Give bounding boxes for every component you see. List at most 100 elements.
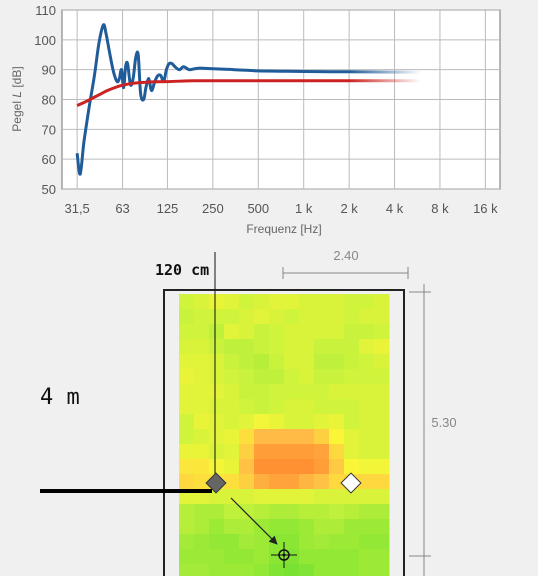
heatmap-cell [269,384,285,400]
heatmap-cell [239,519,255,535]
heatmap-cell [329,459,345,475]
heatmap-cell [269,399,285,415]
heatmap-cell [179,414,195,430]
heatmap-cell [269,504,285,520]
heatmap-cell [284,399,300,415]
chart-grid [62,9,500,190]
heatmap-cell [254,474,270,490]
heatmap-cell [374,369,390,385]
heatmap-cell [284,339,300,355]
heatmap-cell [359,534,375,550]
heatmap-cell [329,564,345,576]
sound-level-heatmap [179,294,390,576]
height-dimension [409,284,431,576]
heatmap-cell [299,384,315,400]
heatmap-cell [299,309,315,325]
speaker-right-icon[interactable] [340,472,362,494]
heatmap-cell [299,294,315,310]
heatmap-cell [314,459,330,475]
heatmap-cell [269,474,285,490]
heatmap-cell [209,459,225,475]
heatmap-cell [329,489,345,505]
heatmap-cell [209,369,225,385]
heatmap-cell [239,564,255,576]
heatmap-cell [359,384,375,400]
heatmap-cell [179,339,195,355]
heatmap-cell [284,564,300,576]
heatmap-cell [254,459,270,475]
x-tick-label: 2 k [340,201,358,216]
heatmap-cell [374,504,390,520]
heatmap-cell [224,399,240,415]
heatmap-cell [374,429,390,445]
series-line-0 [75,23,422,176]
heatmap-cell [224,489,240,505]
heatmap-cell [224,294,240,310]
heatmap-cell [209,504,225,520]
heatmap-cell [374,489,390,505]
heatmap-cell [329,444,345,460]
heatmap-cell [269,324,285,340]
heatmap-cell [194,294,210,310]
heatmap-cell [299,369,315,385]
heatmap-cell [359,504,375,520]
series-line-1 [76,79,422,107]
heatmap-cell [269,369,285,385]
heatmap-cell [179,294,195,310]
listener-position-icon[interactable] [271,542,297,568]
heatmap-cell [344,384,360,400]
heatmap-cell [329,534,345,550]
heatmap-cell [314,324,330,340]
heatmap-cell [329,354,345,370]
heatmap-cell [254,354,270,370]
heatmap-cell [359,489,375,505]
heatmap-cell [239,399,255,415]
heatmap-cell [179,429,195,445]
heatmap-cell [179,309,195,325]
heatmap-cell [374,519,390,535]
heatmap-cell [359,549,375,565]
heatmap-cell [239,309,255,325]
heatmap-cell [374,459,390,475]
heatmap-cell [239,459,255,475]
heatmap-cell [299,489,315,505]
x-tick-label: 16 k [473,201,498,216]
heatmap-cell [314,414,330,430]
heatmap-cell [359,399,375,415]
heatmap-cell [314,384,330,400]
heatmap-cell [209,339,225,355]
heatmap-cell [344,309,360,325]
heatmap-cell [359,324,375,340]
heatmap-cell [299,444,315,460]
heatmap-cell [254,339,270,355]
heatmap-cell [224,324,240,340]
heatmap-cell [179,519,195,535]
heatmap-cell [299,459,315,475]
direction-arrow [230,497,278,545]
heatmap-cell [359,444,375,460]
heatmap-cell [299,534,315,550]
heatmap-cell [209,324,225,340]
chart-series [75,23,422,176]
heatmap-cell [284,489,300,505]
speaker-left-icon[interactable] [205,472,227,494]
heatmap-cell [194,414,210,430]
heatmap-cell [299,474,315,490]
heatmap-cell [209,414,225,430]
heatmap-cell [194,309,210,325]
heatmap-cell [224,444,240,460]
heatmap-cell [359,459,375,475]
heatmap-cell [284,459,300,475]
heatmap-cell [239,294,255,310]
heatmap-cell [209,429,225,445]
heatmap-cell [224,459,240,475]
heatmap-cell [374,549,390,565]
room-length-label: 4 m [40,385,80,410]
heatmap-cell [299,414,315,430]
heatmap-cell [239,384,255,400]
heatmap-cell [179,354,195,370]
heatmap-cell [299,324,315,340]
heatmap-cell [284,414,300,430]
heatmap-cell [179,399,195,415]
heatmap-cell [269,339,285,355]
